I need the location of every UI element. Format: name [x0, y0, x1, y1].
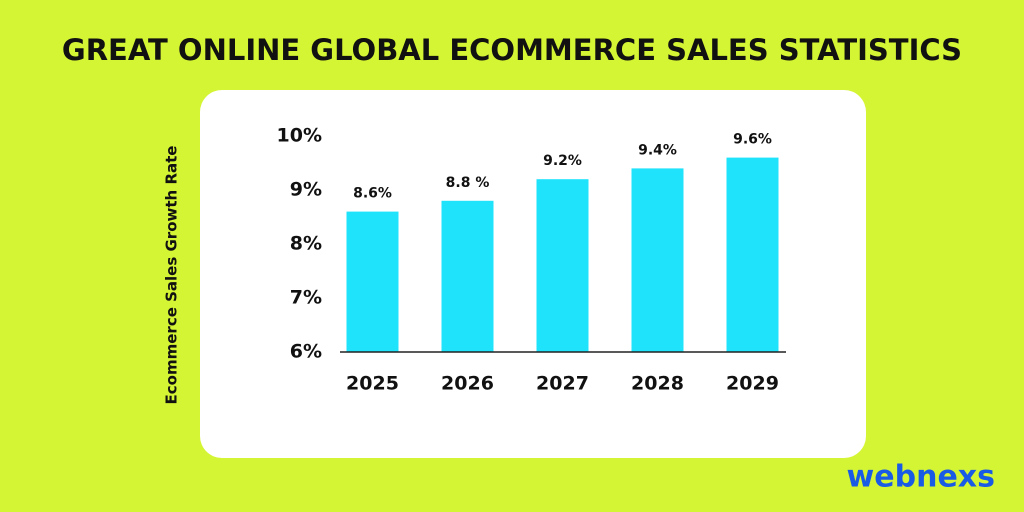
x-tick-label: 2025: [346, 373, 399, 395]
chart-title: GREAT ONLINE GLOBAL ECOMMERCE SALES STAT…: [62, 33, 962, 67]
y-tick-label: 10%: [277, 125, 322, 147]
bar: [726, 157, 779, 352]
x-tick-label: 2026: [441, 373, 494, 395]
bar: [536, 179, 589, 352]
y-tick-label: 6%: [290, 341, 322, 363]
card: [200, 90, 866, 458]
value-label: 8.8 %: [446, 175, 490, 191]
value-label: 8.6%: [353, 186, 392, 202]
x-tick-label: 2028: [631, 373, 684, 395]
y-axis-label: Ecommerce Sales Growth Rate: [163, 146, 181, 405]
bar: [631, 168, 684, 352]
brand-logo: webnexs: [847, 460, 995, 495]
x-tick-label: 2027: [536, 373, 589, 395]
y-tick-label: 7%: [290, 287, 322, 309]
bar: [346, 211, 399, 352]
bar: [441, 200, 494, 352]
value-label: 9.2%: [543, 153, 582, 169]
value-label: 9.4%: [638, 142, 677, 158]
value-label: 9.6%: [733, 132, 772, 148]
x-tick-label: 2029: [726, 373, 779, 395]
y-tick-label: 9%: [290, 179, 322, 201]
y-tick-label: 8%: [290, 233, 322, 255]
